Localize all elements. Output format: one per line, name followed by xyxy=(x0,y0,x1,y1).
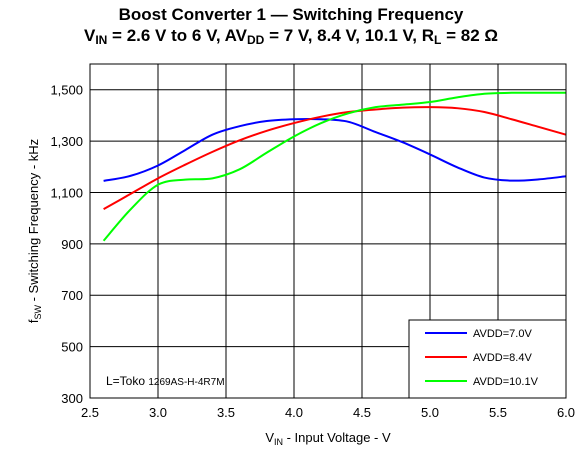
y-tick-label-2: 700 xyxy=(61,288,83,303)
chart-title: Boost Converter 1 — Switching Frequency xyxy=(118,5,464,24)
x-axis-label-text: - Input Voltage - V xyxy=(283,430,391,445)
subtitle-vin-sub: IN xyxy=(95,33,108,47)
subtitle-rl-sub: L xyxy=(434,33,442,47)
y-axis-label-sub: SW xyxy=(33,305,43,320)
annotation-part: 1269AS-H-4R7M xyxy=(148,377,224,388)
legend-label-avdd-7-0v: AVDD=7.0V xyxy=(473,328,532,340)
subtitle-rl-text: = 82 Ω xyxy=(441,26,499,45)
y-axis-label: fSW - Switching Frequency - kHz xyxy=(26,139,43,323)
y-tick-label-0: 300 xyxy=(61,391,83,406)
x-tick-label-1: 3.0 xyxy=(149,405,167,420)
plot-frame xyxy=(89,63,567,399)
x-tick-label-7: 6.0 xyxy=(557,405,575,420)
y-tick-label-4: 1,100 xyxy=(50,185,83,200)
series-line-avdd-10-1v xyxy=(102,91,566,242)
tick-labels: 2.5 3.0 3.5 4.0 4.5 5.0 5.5 6.0 300 500 700 900 1,10… xyxy=(50,83,575,420)
legend: AVDD=7.0V AVDD=8.4V AVDD=10.1V xyxy=(408,319,567,399)
y-axis-label-symbol: f xyxy=(26,319,41,323)
subtitle-vin-text: = 2.6 V to 6 V, AV xyxy=(107,26,248,45)
x-axis-label-symbol: V xyxy=(265,430,274,445)
y-tick-label-3: 900 xyxy=(61,237,83,252)
x-tick-label-3: 4.0 xyxy=(285,405,303,420)
x-tick-label-5: 5.0 xyxy=(421,405,439,420)
x-tick-label-4: 4.5 xyxy=(353,405,371,420)
y-tick-label-1: 500 xyxy=(61,340,83,355)
subtitle-vin-symbol: V xyxy=(83,26,96,45)
y-tick-label-5: 1,300 xyxy=(50,134,83,149)
x-axis-label-sub: IN xyxy=(274,437,283,447)
y-tick-label-6: 1,500 xyxy=(50,83,83,98)
series-layer xyxy=(102,91,567,242)
legend-label-avdd-8-4v: AVDD=8.4V xyxy=(473,352,532,364)
legend-label-avdd-10-1v: AVDD=10.1V xyxy=(473,376,539,388)
inductor-annotation: L=Toko 1269AS-H-4R7M xyxy=(106,374,225,388)
series-line-avdd-7-0v xyxy=(103,117,567,182)
chart-title-block: Boost Converter 1 — Switching Frequency … xyxy=(0,4,582,47)
subtitle-avdd-text: = 7 V, 8.4 V, 10.1 V, R xyxy=(264,26,435,45)
chart-subtitle: VIN = 2.6 V to 6 V, AVDD = 7 V, 8.4 V, 1… xyxy=(0,25,582,47)
annotation-prefix: L=Toko xyxy=(106,374,148,388)
subtitle-avdd-sub: DD xyxy=(247,33,265,47)
x-tick-label-0: 2.5 xyxy=(81,405,99,420)
series-line-avdd-8-4v xyxy=(103,106,567,211)
x-axis-label: VIN - Input Voltage - V xyxy=(265,430,391,447)
x-tick-label-6: 5.5 xyxy=(489,405,507,420)
y-axis-label-text: - Switching Frequency - kHz xyxy=(26,139,41,305)
x-tick-label-2: 3.5 xyxy=(217,405,235,420)
